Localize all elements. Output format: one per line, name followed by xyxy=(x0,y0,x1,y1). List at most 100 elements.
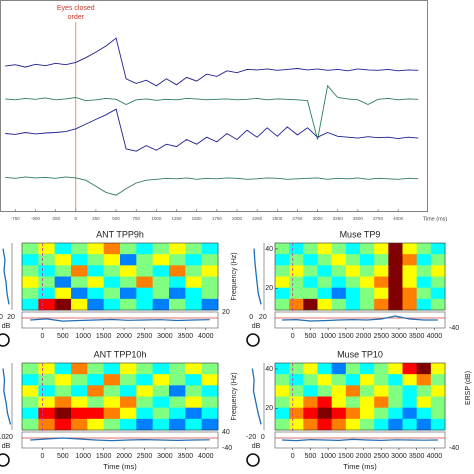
heatmap-cell xyxy=(374,418,389,431)
heatmap-cell xyxy=(103,298,121,311)
heatmap-cell xyxy=(416,276,432,289)
x-tick-label: 2500 xyxy=(272,216,283,221)
heatmap-cell xyxy=(416,243,432,255)
x-tick-label: 1500 xyxy=(338,453,354,460)
heatmap-cell xyxy=(103,363,121,375)
heatmap-cell xyxy=(38,396,56,409)
spectrum-tick-label: 0 xyxy=(0,314,3,321)
heatmap-cell xyxy=(54,363,72,375)
heatmap-cell xyxy=(54,374,72,386)
heatmap-cell xyxy=(54,385,72,397)
heatmap-cell xyxy=(152,287,170,300)
heatmap-cell xyxy=(87,418,105,431)
heatmap-cell xyxy=(374,385,389,397)
heatmap-cell xyxy=(331,254,347,266)
heatmap-cell xyxy=(71,363,88,375)
heatmap-cell xyxy=(331,396,347,409)
heatmap-cell xyxy=(374,276,389,289)
heatmap-cell xyxy=(87,407,105,420)
heatmap-cell xyxy=(87,298,105,311)
heatmap-cell xyxy=(402,418,418,431)
heatmap-cell xyxy=(169,243,186,255)
heatmap-cell xyxy=(345,287,361,300)
heatmap-cell xyxy=(87,243,105,255)
heatmap-cell xyxy=(360,254,375,266)
x-tick-label: 3250 xyxy=(333,216,344,221)
heatmap-cell xyxy=(345,374,361,386)
envelope-tick-label: 20 xyxy=(222,309,230,316)
x-tick-label: 0 xyxy=(291,333,295,340)
heatmap-cell xyxy=(38,254,56,266)
heatmap-cell xyxy=(169,276,186,289)
heatmap-cell xyxy=(345,276,361,289)
envelope-line xyxy=(282,438,438,442)
heatmap-cell xyxy=(303,243,318,255)
heatmap-cell xyxy=(120,287,137,300)
heatmap-cell xyxy=(374,374,389,386)
heatmap-cell xyxy=(103,396,121,409)
heatmap-cell xyxy=(201,363,219,375)
heatmap-cell xyxy=(331,298,347,311)
heatmap-cell xyxy=(430,363,446,375)
heatmap-cell xyxy=(152,298,170,311)
panel-frame xyxy=(274,242,446,311)
x-tick-label: 500 xyxy=(112,216,120,221)
spectrum-unit: dB xyxy=(252,443,261,450)
heatmap-cell xyxy=(87,254,105,266)
x-tick-label: 1500 xyxy=(96,453,112,460)
heatmap-cell xyxy=(38,276,56,289)
x-tick-label: 0 xyxy=(291,453,295,460)
x-tick-label: 1250 xyxy=(172,216,183,221)
heatmap-cell xyxy=(388,363,403,375)
heatmap-cell xyxy=(289,265,304,277)
heatmap-cell xyxy=(38,287,56,300)
heatmap-cell xyxy=(317,418,333,431)
top-frame xyxy=(0,0,428,212)
heatmap-cell xyxy=(331,374,347,386)
heatmap-cell xyxy=(345,243,361,255)
heatmap-cell xyxy=(303,287,318,300)
envelope-tick-label: 40 xyxy=(222,429,230,436)
heatmap-cell xyxy=(136,287,154,300)
heatmap-cell xyxy=(303,298,318,311)
heatmap-cell xyxy=(120,363,137,375)
heatmap-cell xyxy=(169,298,186,311)
heatmap-cell xyxy=(169,418,186,431)
heatmap-cell xyxy=(185,407,203,420)
heatmap-cell xyxy=(22,363,39,375)
x-tick-label: 500 xyxy=(57,333,69,340)
heatmap-cell xyxy=(275,418,290,431)
heatmap-cell xyxy=(71,287,88,300)
heatmap-cell xyxy=(22,418,39,431)
spectrum-line xyxy=(2,368,12,425)
heatmap-cell xyxy=(388,374,403,386)
x-tick-label: 1500 xyxy=(338,333,354,340)
heatmap-cell xyxy=(345,298,361,311)
spectrum-tick-label: 0 xyxy=(249,314,253,321)
heatmap-cell xyxy=(416,407,432,420)
heatmap-cell xyxy=(345,407,361,420)
heatmap-cell xyxy=(360,374,375,386)
heatmap-cell xyxy=(185,396,203,409)
heatmap-cell xyxy=(402,254,418,266)
heatmap-cell xyxy=(169,396,186,409)
heatmap-cell xyxy=(185,276,203,289)
heatmap-cell xyxy=(402,385,418,397)
heatmap-cell xyxy=(430,243,446,255)
x-tick-label: 3500 xyxy=(178,453,194,460)
spectrum-unit: dB xyxy=(2,443,11,450)
heatmap-cell xyxy=(275,407,290,420)
heatmap-cell xyxy=(54,396,72,409)
heatmap-cell xyxy=(22,298,39,311)
x-tick-label: 3000 xyxy=(157,333,173,340)
heatmap-cell xyxy=(201,396,219,409)
heatmap-cell xyxy=(136,374,154,386)
x-tick-label: 0 xyxy=(75,216,78,221)
heatmap-cell xyxy=(185,363,203,375)
x-tick-label: 4000 xyxy=(427,333,443,340)
heatmap-cell xyxy=(103,243,121,255)
x-tick-label: 4000 xyxy=(427,453,443,460)
heatmap-cell xyxy=(388,396,403,409)
heatmap-cell xyxy=(430,254,446,266)
heatmap-cell xyxy=(402,276,418,289)
